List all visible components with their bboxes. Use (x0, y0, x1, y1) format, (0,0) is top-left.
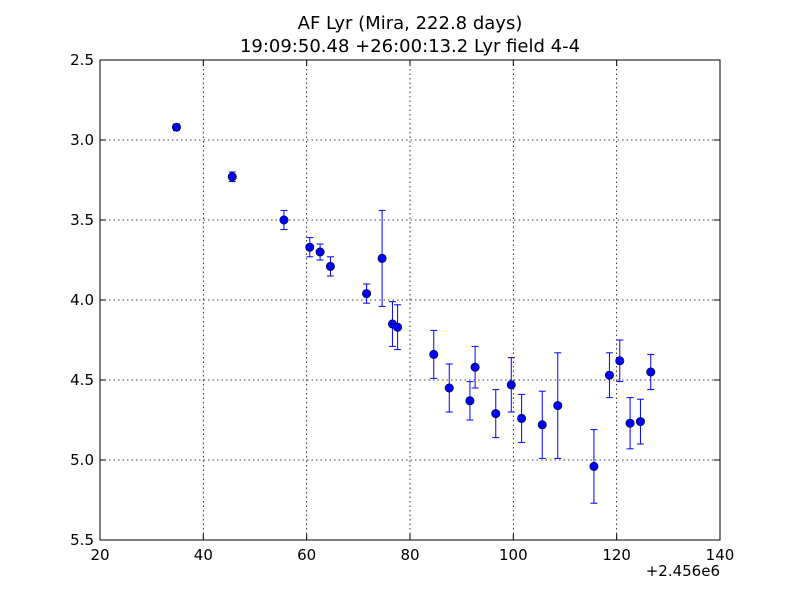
y-tick-label: 2.5 (70, 51, 94, 69)
chart-title-line-1: AF Lyr (Mira, 222.8 days) (298, 13, 523, 34)
data-point (589, 461, 599, 471)
x-tick-label: 100 (499, 546, 528, 564)
x-tick-label: 140 (706, 546, 735, 564)
chart-title-line-2: 19:09:50.48 +26:00:13.2 Lyr field 4-4 (240, 36, 580, 57)
data-point (377, 253, 387, 263)
data-point (315, 247, 325, 257)
data-point (625, 418, 635, 428)
data-point (537, 420, 547, 430)
data-point (279, 215, 289, 225)
data-point (325, 261, 335, 271)
data-point (444, 383, 454, 393)
data-point (393, 322, 403, 332)
data-layer (171, 122, 656, 504)
ticks-layer: 20 40 60 80 100 120 140 2.5 3.0 3.5 4.0 4.5 5.0 5.5 (70, 51, 734, 564)
y-tick-label: 5.5 (70, 531, 94, 549)
x-tick-label: 80 (400, 546, 419, 564)
x-tick-label: 20 (90, 546, 109, 564)
data-point (429, 349, 439, 359)
data-point (171, 122, 181, 132)
x-tick-label: 60 (297, 546, 316, 564)
y-tick-label: 5.0 (70, 451, 94, 469)
data-point (635, 417, 645, 427)
data-point (305, 242, 315, 252)
data-point (553, 401, 563, 411)
data-point (470, 362, 480, 372)
data-point (615, 356, 625, 366)
data-point (227, 172, 237, 182)
y-tick-label: 3.5 (70, 211, 94, 229)
x-axis-offset-label: +2.456e6 (646, 562, 720, 580)
y-tick-label: 4.5 (70, 371, 94, 389)
data-point (517, 413, 527, 423)
y-tick-label: 4.0 (70, 291, 94, 309)
data-point (362, 289, 372, 299)
grid-layer (100, 60, 720, 540)
y-tick-label: 3.0 (70, 131, 94, 149)
data-point (604, 370, 614, 380)
data-point (465, 396, 475, 406)
x-tick-label: 40 (194, 546, 213, 564)
data-point (506, 380, 516, 390)
data-point (646, 367, 656, 377)
x-tick-label: 120 (602, 546, 631, 564)
data-point (491, 409, 501, 419)
